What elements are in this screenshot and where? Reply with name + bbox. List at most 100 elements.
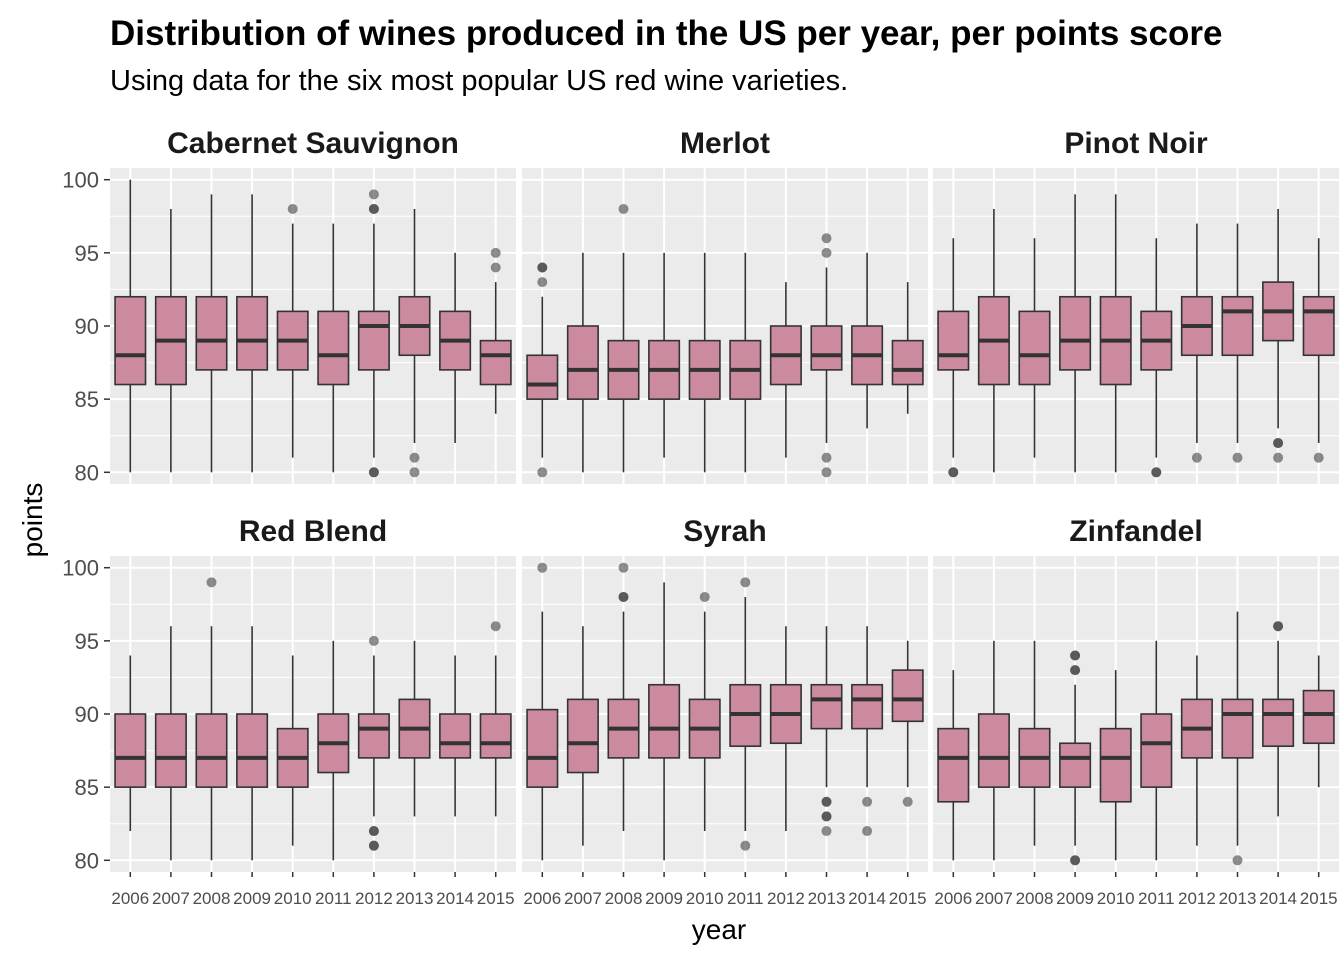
- box-2013: [810, 233, 843, 478]
- box-iqr: [566, 698, 599, 774]
- box-2011: [729, 252, 762, 473]
- box-iqr: [891, 669, 924, 723]
- outlier-point: [948, 467, 959, 478]
- box-2015: [891, 282, 924, 414]
- box-iqr: [236, 295, 269, 371]
- box-2007: [566, 252, 599, 473]
- box-2010: [688, 591, 721, 832]
- box-iqr: [1221, 295, 1254, 357]
- box-2006: [937, 670, 970, 861]
- box-iqr: [317, 310, 350, 386]
- y-tick-label: 80: [75, 460, 99, 485]
- box-iqr: [1059, 295, 1092, 371]
- box-2015: [1302, 655, 1335, 788]
- box-2007: [154, 626, 187, 861]
- x-axis-title: year: [692, 914, 746, 945]
- x-tick-label: 2012: [355, 889, 393, 908]
- box-2009: [648, 582, 681, 861]
- box-2012: [769, 626, 802, 832]
- box-iqr: [851, 683, 884, 730]
- box-2008: [195, 577, 228, 861]
- box-2009: [648, 252, 681, 458]
- x-tick-label: 2011: [727, 889, 764, 908]
- y-axis-title: points: [17, 483, 48, 558]
- outlier-point: [368, 467, 379, 478]
- box-2013: [398, 640, 431, 817]
- box-2014: [1262, 621, 1295, 817]
- outlier-point: [821, 811, 832, 822]
- outlier-point: [1313, 452, 1324, 463]
- box-iqr: [1262, 698, 1295, 747]
- outlier-point: [618, 203, 629, 214]
- box-2009: [1059, 650, 1092, 866]
- x-tick-label: 2010: [274, 889, 312, 908]
- x-tick-label: 2008: [193, 889, 231, 908]
- x-tick-label: 2006: [523, 889, 561, 908]
- box-2012: [1180, 655, 1213, 846]
- box-2012: [357, 189, 390, 478]
- facet-panel: Red Blend 80 85 90 95 100 2006 2007 2008 2009 2010…: [62, 515, 516, 908]
- box-2010: [1099, 194, 1132, 473]
- outlier-point: [821, 467, 832, 478]
- outlier-point: [206, 577, 217, 588]
- box-2014: [1262, 208, 1295, 463]
- box-iqr: [1018, 310, 1051, 386]
- x-tick-label: 2013: [1219, 889, 1257, 908]
- box-iqr: [810, 325, 843, 371]
- x-tick-label: 2010: [686, 889, 724, 908]
- outlier-point: [409, 452, 420, 463]
- box-2009: [1059, 194, 1092, 473]
- x-tick-label: 2009: [1056, 889, 1094, 908]
- y-tick-label: 100: [62, 556, 99, 581]
- box-2014: [851, 252, 884, 429]
- y-tick-label: 95: [75, 241, 99, 266]
- box-iqr: [977, 713, 1010, 788]
- outlier-point: [618, 591, 629, 602]
- box-2015: [479, 247, 512, 414]
- outlier-point: [1070, 855, 1081, 866]
- box-2006: [526, 262, 559, 478]
- box-iqr: [526, 354, 559, 400]
- y-tick-label: 85: [75, 775, 99, 800]
- box-2008: [607, 562, 640, 832]
- box-2008: [607, 203, 640, 473]
- outlier-point: [537, 277, 548, 288]
- box-2013: [1221, 223, 1254, 463]
- facet-label: Zinfandel: [1069, 515, 1202, 548]
- outlier-point: [368, 840, 379, 851]
- y-tick-label: 80: [75, 848, 99, 873]
- box-2011: [729, 577, 762, 851]
- facet-label: Syrah: [683, 515, 766, 548]
- outlier-point: [287, 203, 298, 214]
- x-tick-label: 2015: [477, 889, 515, 908]
- box-2008: [195, 194, 228, 473]
- box-2007: [977, 208, 1010, 473]
- box-2012: [1180, 223, 1213, 463]
- box-2008: [1018, 640, 1051, 846]
- x-tick-label: 2007: [564, 889, 602, 908]
- box-2013: [810, 626, 843, 837]
- facet-panel: Cabernet Sauvignon 80 85 90 95 100: [62, 127, 516, 485]
- box-iqr: [357, 713, 390, 759]
- outlier-point: [368, 203, 379, 214]
- outlier-point: [368, 635, 379, 646]
- x-tick-label: 2008: [1016, 889, 1054, 908]
- chart-title: Distribution of wines produced in the US…: [110, 14, 1222, 53]
- box-iqr: [439, 713, 472, 759]
- box-2007: [977, 640, 1010, 861]
- outlier-point: [740, 840, 751, 851]
- x-tick-label: 2010: [1097, 889, 1135, 908]
- box-2006: [937, 238, 970, 478]
- outlier-point: [862, 826, 873, 837]
- box-iqr: [1099, 727, 1132, 803]
- box-2006: [526, 562, 559, 861]
- x-tick-label: 2015: [1300, 889, 1338, 908]
- x-tick-label: 2006: [111, 889, 149, 908]
- facet-label: Pinot Noir: [1064, 127, 1208, 160]
- outlier-point: [740, 577, 751, 588]
- box-iqr: [891, 339, 924, 386]
- outlier-point: [537, 562, 548, 573]
- facet-panel: Pinot Noir: [933, 127, 1339, 484]
